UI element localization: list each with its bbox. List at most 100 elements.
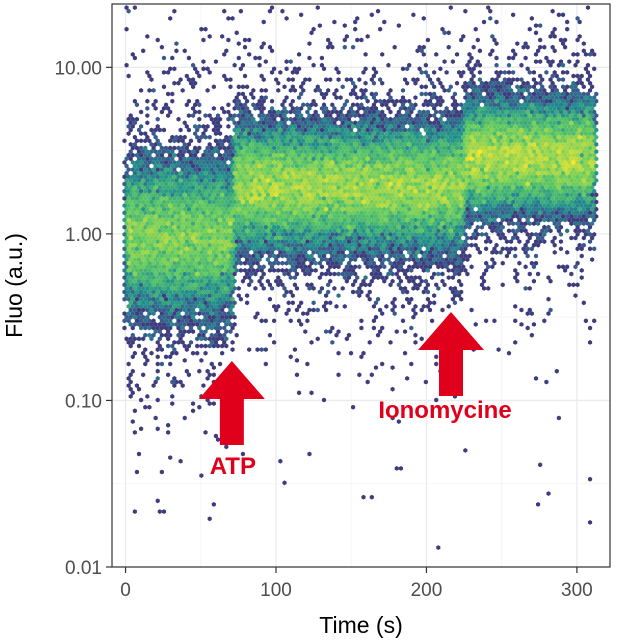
- hex-bin: [299, 185, 304, 190]
- hex-bin: [369, 206, 374, 212]
- hex-bin: [313, 196, 318, 201]
- hex-bin: [178, 300, 183, 306]
- hex-bin: [452, 91, 458, 97]
- hex-bin: [461, 192, 466, 198]
- hex-bin: [230, 181, 235, 187]
- hex-bin: [261, 19, 266, 25]
- hex-bin: [351, 246, 356, 252]
- hex-bin: [529, 188, 534, 194]
- hex-bin: [571, 188, 576, 194]
- hex-bin: [215, 192, 221, 198]
- hex-bin: [371, 131, 376, 136]
- hex-bin: [188, 239, 194, 244]
- hex-bin: [365, 235, 370, 241]
- hex-bin: [579, 160, 584, 165]
- hex-bin: [288, 196, 293, 201]
- hex-bin: [454, 160, 460, 165]
- hex-bin: [365, 221, 370, 226]
- hex-bin: [594, 170, 599, 176]
- hex-bin: [143, 224, 148, 230]
- hex-bin: [450, 152, 455, 158]
- hex-bin: [373, 70, 379, 75]
- hex-bin: [363, 145, 368, 151]
- hex-bin: [147, 253, 152, 259]
- hex-bin: [324, 156, 329, 162]
- hex-bin: [168, 188, 173, 194]
- hex-bin: [163, 253, 169, 259]
- hex-bin: [511, 228, 516, 234]
- hex-bin: [538, 102, 543, 108]
- hex-bin: [334, 131, 339, 136]
- hex-bin: [168, 354, 173, 360]
- hex-bin: [209, 217, 214, 223]
- hex-bin: [230, 138, 235, 144]
- hex-bin: [342, 232, 347, 237]
- hex-bin: [446, 167, 451, 172]
- hex-bin: [594, 199, 599, 205]
- hex-bin: [143, 304, 148, 309]
- hex-bin: [440, 307, 445, 313]
- hex-bin: [307, 127, 312, 133]
- hex-bin: [552, 199, 557, 205]
- hex-bin: [425, 138, 430, 144]
- hex-bin: [199, 293, 204, 298]
- hex-bin: [417, 282, 422, 288]
- hex-bin: [380, 239, 385, 244]
- hex-bin: [290, 206, 295, 212]
- hex-bin: [344, 170, 349, 176]
- hex-bin: [565, 113, 570, 118]
- hex-bin: [378, 134, 383, 140]
- hex-bin: [504, 174, 509, 180]
- hex-bin: [238, 131, 243, 136]
- hex-bin: [334, 203, 339, 208]
- hex-bin: [452, 221, 458, 226]
- hex-bin: [178, 214, 183, 219]
- hex-bin: [155, 296, 160, 302]
- hex-bin: [284, 210, 289, 216]
- hex-bin: [563, 95, 568, 100]
- hex-bin: [386, 156, 391, 162]
- hex-bin: [315, 127, 320, 133]
- hex-bin: [500, 102, 505, 108]
- hex-bin: [184, 203, 189, 208]
- hex-bin: [353, 271, 358, 277]
- hex-bin: [321, 253, 327, 259]
- hex-bin: [446, 152, 451, 158]
- hex-bin: [338, 160, 343, 165]
- hex-bin: [550, 116, 555, 122]
- hex-bin: [394, 98, 399, 104]
- hex-bin: [336, 221, 341, 226]
- hex-bin: [500, 210, 505, 216]
- hex-bin: [315, 206, 320, 212]
- hex-bin: [544, 120, 549, 126]
- hex-bin: [367, 116, 372, 122]
- hex-bin: [257, 257, 262, 262]
- hex-bin: [130, 116, 135, 122]
- hex-bin: [515, 77, 520, 82]
- hex-bin: [556, 120, 561, 126]
- hex-bin: [517, 181, 522, 187]
- hex-bin: [170, 300, 175, 306]
- hex-bin: [236, 142, 241, 147]
- hex-bin: [560, 84, 566, 90]
- hex-bin: [296, 145, 302, 151]
- hex-bin: [365, 242, 370, 248]
- hex-bin: [236, 235, 241, 241]
- hex-bin: [398, 214, 403, 219]
- hex-bin: [282, 120, 287, 126]
- hex-bin: [272, 152, 277, 158]
- hex-bin: [527, 206, 532, 212]
- hex-bin: [490, 214, 495, 219]
- hex-bin: [463, 196, 468, 201]
- hex-bin: [317, 116, 322, 122]
- hex-bin: [434, 203, 439, 208]
- hex-bin: [315, 149, 320, 154]
- hex-bin: [203, 156, 208, 162]
- hex-bin: [473, 170, 478, 176]
- hex-bin: [571, 203, 576, 208]
- hex-bin: [317, 124, 322, 129]
- hex-bin: [309, 196, 314, 201]
- hex-bin: [309, 203, 314, 208]
- hex-bin: [367, 152, 372, 158]
- hex-bin: [434, 138, 439, 144]
